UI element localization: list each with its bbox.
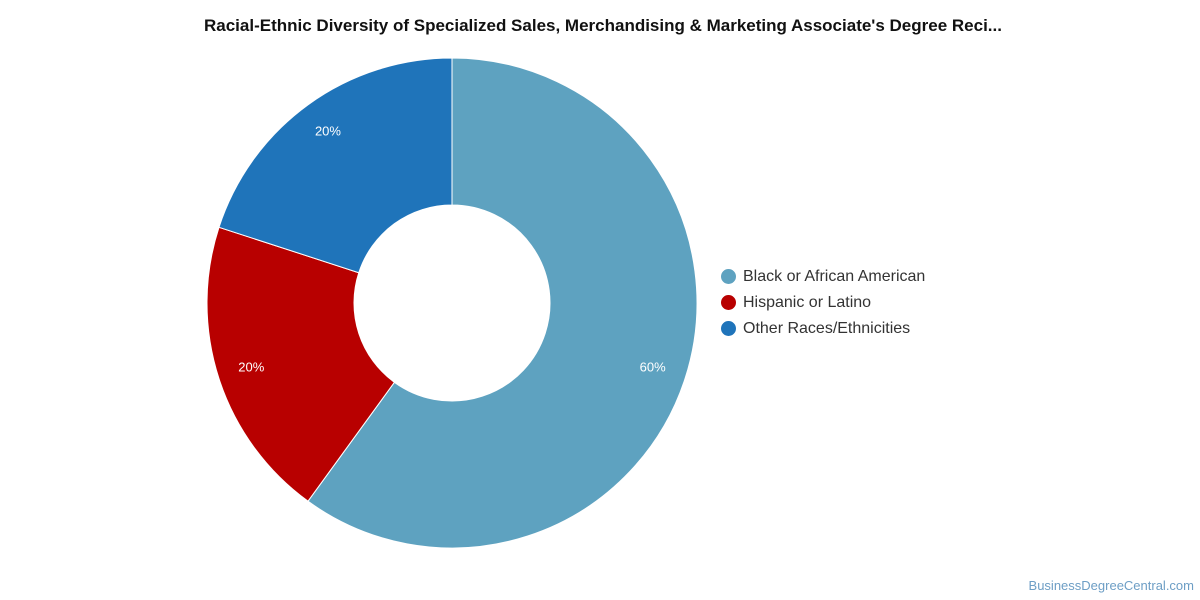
legend-swatch — [721, 269, 736, 284]
legend-item-black-or-african-american[interactable]: Black or African American — [721, 266, 925, 287]
legend-swatch — [721, 321, 736, 336]
chart-title: Racial-Ethnic Diversity of Specialized S… — [204, 16, 1002, 35]
slice-hispanic-or-latino[interactable] — [206, 226, 396, 502]
slice-other-races-ethnicities[interactable] — [218, 57, 453, 274]
legend-label: Black or African American — [743, 267, 926, 285]
legend-swatch — [721, 295, 736, 310]
legend-label: Hispanic or Latino — [743, 293, 872, 311]
slice-black-or-african-american[interactable] — [307, 57, 698, 549]
data-label-other-races-ethnicities: 20% — [315, 124, 341, 139]
data-label-hispanic-or-latino: 20% — [238, 360, 264, 375]
data-label-black-or-african-american: 60% — [640, 360, 666, 375]
legend-item-hispanic-or-latino[interactable]: Hispanic or Latino — [721, 292, 925, 313]
chart-legend: Black or African American Hispanic or La… — [721, 266, 925, 339]
source-credit[interactable]: BusinessDegreeCentral.com — [1028, 578, 1194, 593]
legend-label: Other Races/Ethnicities — [743, 319, 911, 337]
legend-item-other-races-ethnicities[interactable]: Other Races/Ethnicities — [721, 318, 925, 339]
